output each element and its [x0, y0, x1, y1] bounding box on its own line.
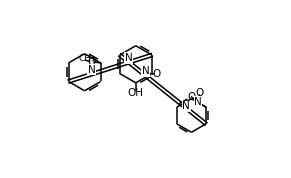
Text: N: N	[125, 53, 132, 63]
Text: O: O	[187, 92, 196, 102]
Text: O: O	[196, 88, 204, 98]
Text: O: O	[88, 57, 96, 67]
Text: N: N	[194, 97, 202, 107]
Text: O: O	[152, 69, 160, 79]
Text: N: N	[182, 101, 190, 111]
Text: N: N	[142, 66, 150, 76]
Text: N: N	[88, 65, 96, 75]
Text: CH₃: CH₃	[78, 54, 95, 62]
Text: OH: OH	[128, 88, 144, 98]
